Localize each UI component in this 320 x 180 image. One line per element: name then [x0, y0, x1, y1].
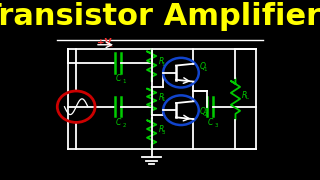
Text: Q: Q — [200, 107, 206, 116]
Text: R: R — [158, 93, 164, 102]
Text: cc: cc — [107, 43, 114, 48]
Text: 1: 1 — [162, 97, 165, 102]
Text: R: R — [242, 91, 247, 100]
Text: R: R — [158, 125, 164, 134]
Text: C: C — [116, 74, 121, 83]
Text: 2: 2 — [204, 112, 207, 117]
Text: 2: 2 — [123, 123, 126, 127]
Text: L: L — [245, 95, 249, 100]
Text: R: R — [158, 57, 164, 66]
Text: C: C — [208, 118, 213, 127]
Text: C: C — [116, 118, 121, 127]
Text: 1: 1 — [123, 79, 126, 84]
Text: Transistor Amplifiers: Transistor Amplifiers — [0, 2, 320, 31]
Text: Q: Q — [200, 62, 206, 71]
Text: +V: +V — [97, 38, 112, 47]
Text: 1: 1 — [204, 67, 207, 72]
Text: 3: 3 — [162, 130, 165, 135]
Text: 1: 1 — [162, 62, 165, 67]
Text: 3: 3 — [215, 123, 219, 127]
